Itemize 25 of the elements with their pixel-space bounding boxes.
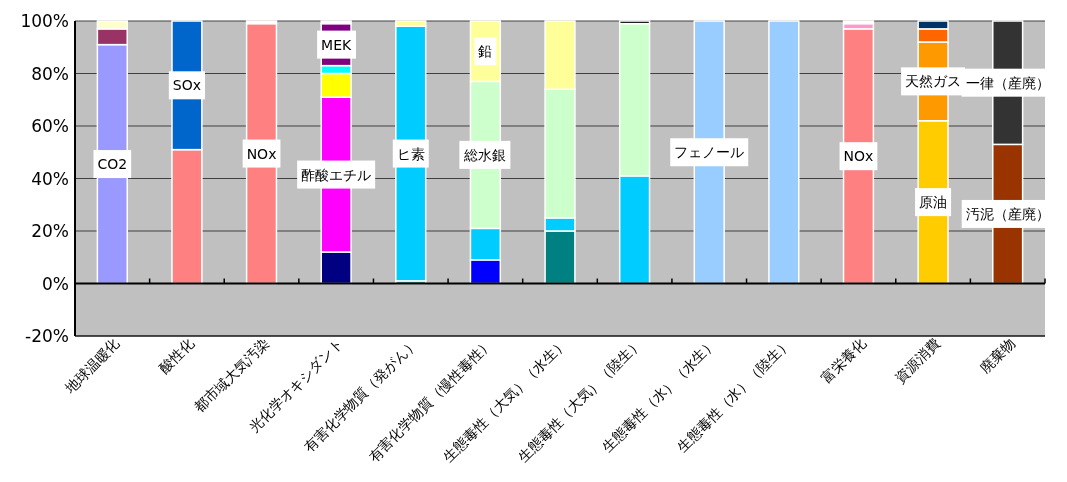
- data-label: 一律（産廃）: [965, 74, 1050, 91]
- data-label: NOx: [246, 145, 277, 162]
- x-tick-label: 廃棄物: [976, 334, 1018, 376]
- data-label: 原油: [919, 194, 948, 211]
- x-tick-label: 富栄養化: [817, 334, 869, 386]
- data-label: NOx: [843, 148, 874, 165]
- data-label: SOx: [172, 77, 202, 94]
- y-tick-label: -20%: [25, 326, 69, 346]
- data-label: MEK: [321, 36, 353, 53]
- data-label: ヒ素: [396, 145, 425, 162]
- y-tick-label: 40%: [31, 168, 69, 189]
- data-label: 鉛: [478, 43, 493, 60]
- y-tick-label: 100%: [20, 11, 69, 31]
- data-label: 汚泥（産廃）: [965, 205, 1050, 222]
- data-label: フェノール: [674, 144, 745, 161]
- data-label: 天然ガス: [905, 73, 962, 90]
- data-label: 総水銀: [463, 146, 507, 163]
- y-tick-label: 80%: [31, 63, 69, 84]
- y-tick-label: 20%: [31, 221, 69, 241]
- x-tick-label: 資源消費: [892, 334, 944, 386]
- x-tick-label: 酸性化: [156, 334, 198, 376]
- data-label: 酢酸エチル: [301, 166, 372, 183]
- y-tick-label: 0%: [42, 273, 69, 294]
- data-label: CO2: [97, 156, 128, 173]
- y-tick-label: 60%: [31, 116, 69, 136]
